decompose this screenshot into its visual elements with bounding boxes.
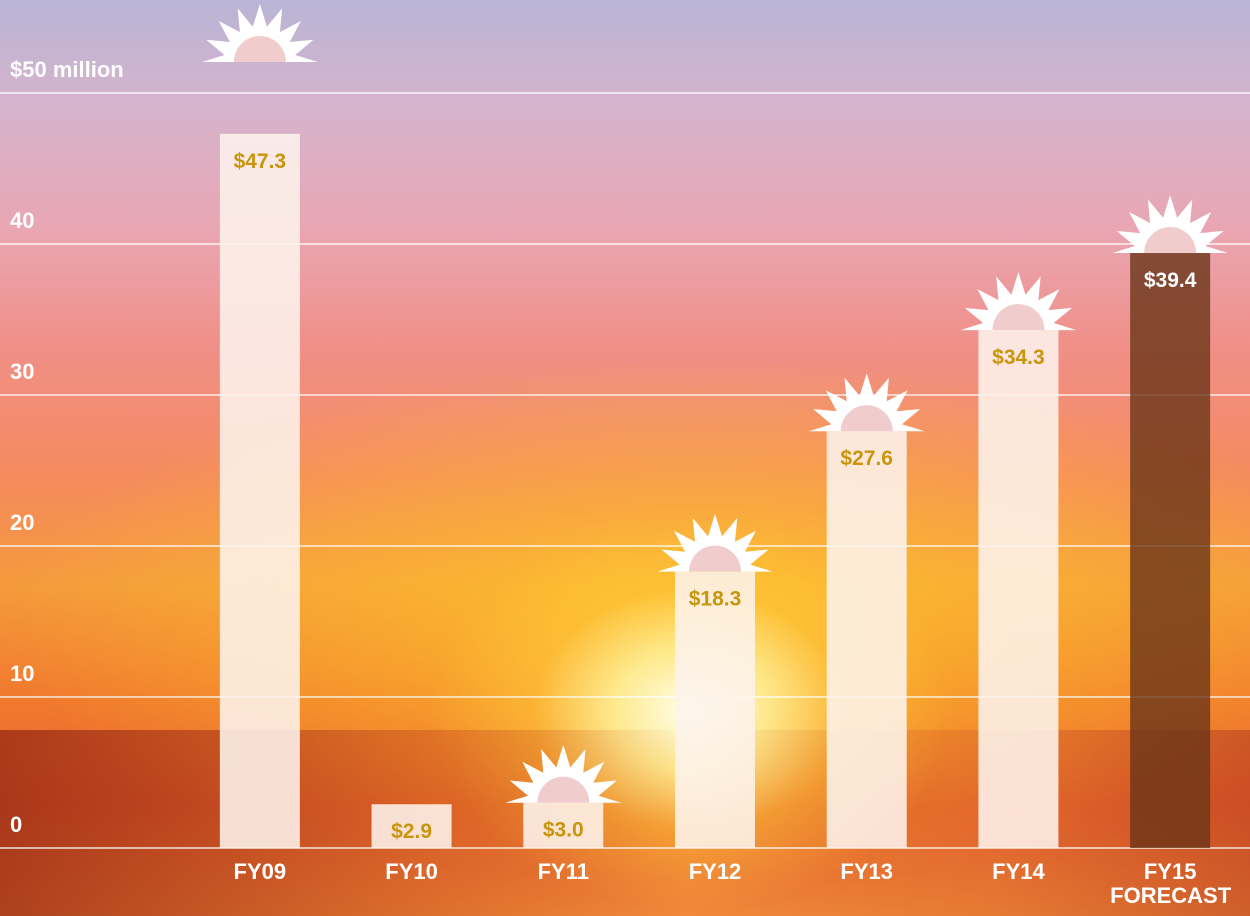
x-tick-label: FY12 [688, 859, 742, 884]
y-tick-label: 10 [10, 661, 34, 686]
x-tick-label: FY11 [537, 859, 589, 884]
value-label: $34.3 [992, 346, 1045, 369]
sun-inner [1144, 227, 1197, 254]
bar [826, 431, 907, 848]
sun-inner [840, 405, 893, 432]
x-tick-label: FY13 [840, 859, 893, 884]
bar [219, 133, 300, 848]
sun-inner [689, 545, 741, 572]
value-label: $18.3 [689, 588, 742, 611]
x-tick-label: FY14 [992, 859, 1045, 884]
y-tick-label: 30 [10, 359, 34, 384]
sun-icon [201, 4, 318, 62]
y-tick-label: 40 [10, 208, 34, 233]
sun-icon [657, 513, 773, 572]
x-tick-label: FY09 [233, 859, 287, 884]
sun-icon [505, 744, 622, 803]
bar [1130, 253, 1211, 848]
bar [371, 804, 452, 848]
sun-inner [537, 776, 590, 803]
y-tick-label: $50 million [10, 57, 124, 82]
sun-icon [808, 373, 925, 432]
bar [675, 571, 755, 848]
x-tick-label: FY15 FORECAST [1110, 859, 1232, 908]
bar [978, 330, 1059, 848]
value-label: $3.0 [543, 819, 584, 842]
bar [523, 802, 604, 848]
y-tick-label: 20 [10, 510, 34, 535]
value-label: $2.9 [391, 820, 432, 843]
sun-icon [1112, 195, 1228, 254]
sun-icon [960, 272, 1077, 331]
value-label: $27.6 [840, 447, 893, 470]
value-label: $39.4 [1144, 269, 1197, 292]
sun-inner [992, 304, 1045, 331]
x-tick-label: FY10 [385, 859, 438, 884]
y-tick-label: 0 [10, 812, 22, 837]
sun-inner [233, 36, 286, 62]
value-label: $47.3 [234, 150, 287, 173]
